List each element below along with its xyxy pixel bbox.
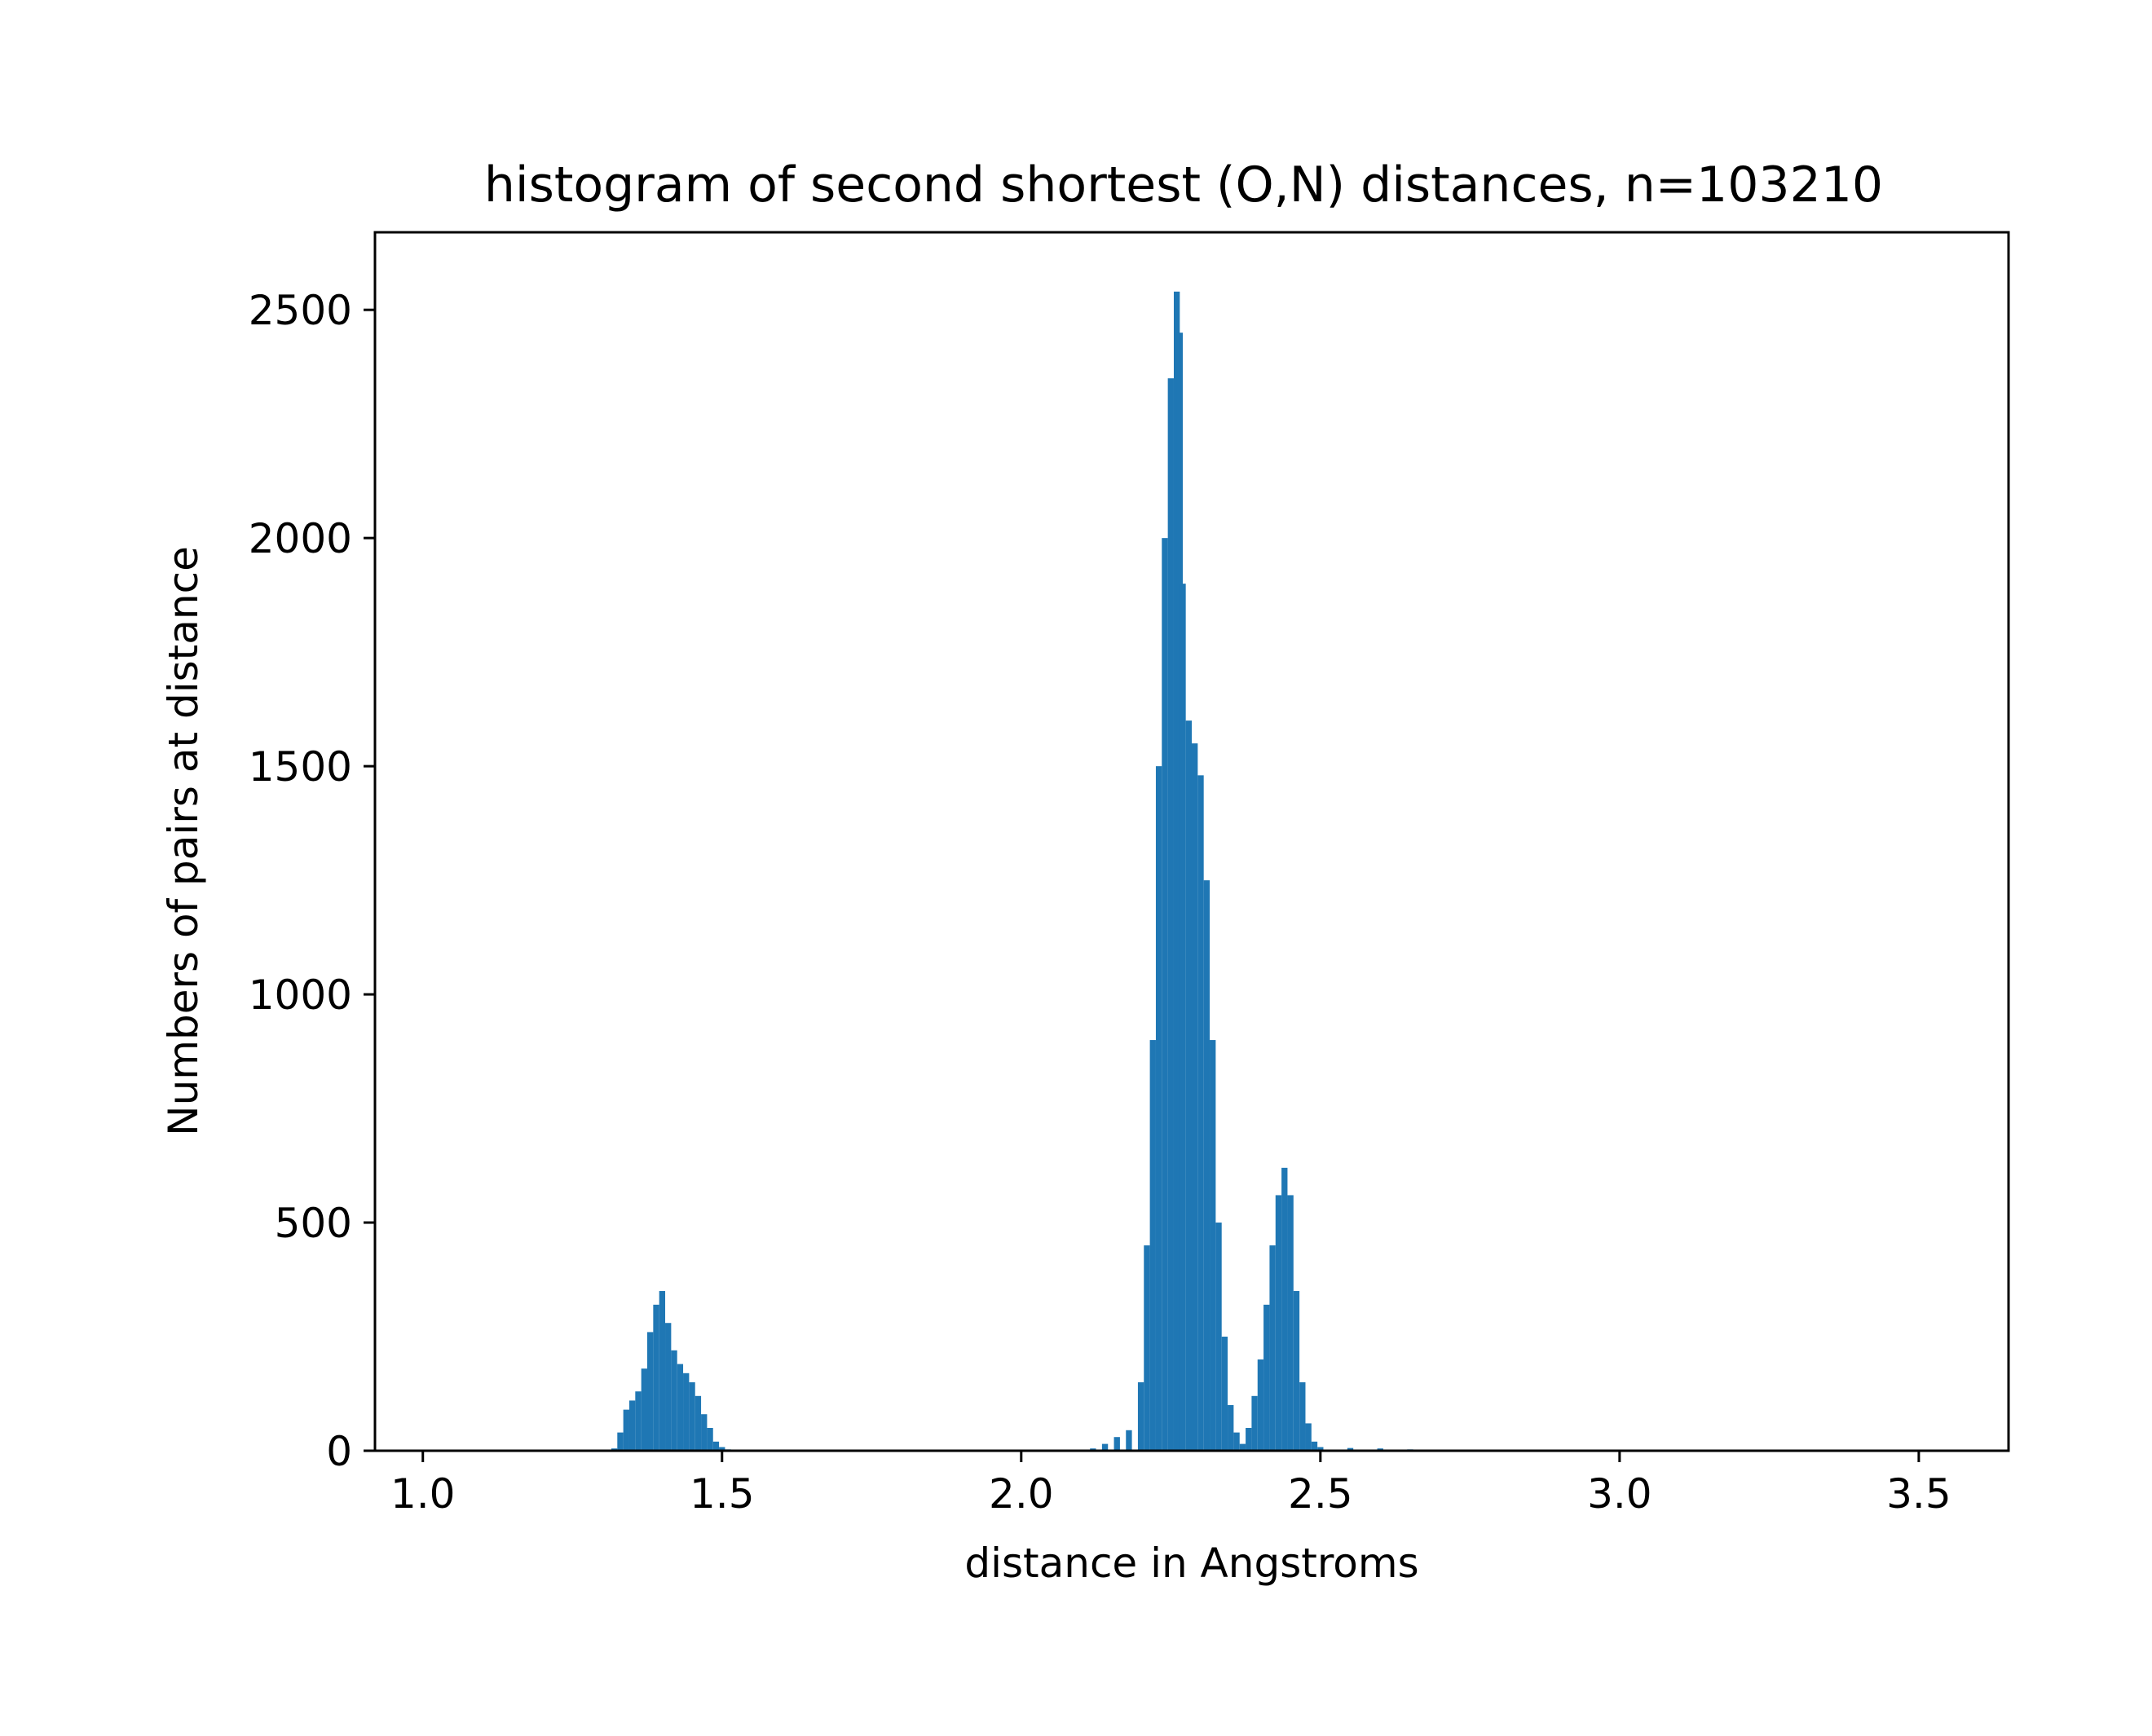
histogram-bar bbox=[695, 1395, 702, 1451]
y-axis-ticks: 0 500 1000 1500 2000 2500 bbox=[249, 287, 375, 1475]
histogram-bar bbox=[628, 1400, 636, 1451]
histogram-bar bbox=[623, 1409, 629, 1451]
histogram-bar bbox=[653, 1304, 659, 1451]
histogram-bar bbox=[683, 1372, 690, 1451]
histogram-bar bbox=[1167, 378, 1174, 1451]
histogram-bar bbox=[1287, 1195, 1294, 1451]
histogram-bar bbox=[641, 1368, 647, 1451]
histogram-bar bbox=[1113, 1437, 1120, 1451]
histogram-bar bbox=[671, 1350, 677, 1451]
chart-title: histogram of second shortest (O,N) dista… bbox=[484, 156, 1883, 214]
histogram-bar bbox=[1257, 1359, 1264, 1451]
histogram-bar bbox=[1305, 1423, 1312, 1451]
histogram-bar bbox=[719, 1447, 725, 1451]
histogram-bar bbox=[689, 1382, 695, 1451]
histogram-bar bbox=[1180, 584, 1186, 1451]
histogram-bar bbox=[1162, 538, 1168, 1451]
histogram-bar bbox=[707, 1428, 713, 1451]
y-tick-label: 2000 bbox=[249, 515, 352, 562]
histogram-bar bbox=[617, 1432, 624, 1451]
histogram-bar bbox=[1185, 720, 1192, 1451]
histogram-bar bbox=[701, 1414, 708, 1451]
histogram-bar bbox=[677, 1364, 684, 1451]
plot-frame bbox=[373, 231, 2010, 1452]
histogram-bar bbox=[647, 1332, 654, 1451]
histogram-bar bbox=[1293, 1291, 1300, 1451]
histogram-bar bbox=[1317, 1447, 1324, 1451]
histogram-bar bbox=[665, 1323, 672, 1451]
x-tick-label: 3.5 bbox=[1886, 1470, 1951, 1518]
histogram-bar bbox=[712, 1441, 720, 1451]
histogram-bar bbox=[1263, 1304, 1270, 1451]
y-tick-label: 2500 bbox=[249, 287, 352, 334]
histogram-bar bbox=[1275, 1195, 1282, 1451]
x-tick-label: 3.0 bbox=[1587, 1470, 1652, 1518]
y-axis-label: Numbers of pairs at distance bbox=[160, 546, 207, 1136]
histogram-bar bbox=[1347, 1447, 1354, 1451]
histogram-bar bbox=[635, 1391, 642, 1451]
x-tick-label: 2.5 bbox=[1288, 1470, 1353, 1518]
histogram-bars bbox=[611, 291, 1444, 1451]
histogram-bar bbox=[1311, 1441, 1318, 1451]
histogram-bar bbox=[1149, 1040, 1156, 1451]
histogram-bar bbox=[1299, 1382, 1306, 1451]
histogram-bar bbox=[1246, 1428, 1252, 1451]
histogram-bar bbox=[1101, 1443, 1109, 1451]
histogram-bar bbox=[1137, 1382, 1144, 1451]
histogram-bar bbox=[1239, 1443, 1246, 1451]
y-tick-label: 1500 bbox=[249, 743, 352, 791]
histogram-bar bbox=[1221, 1337, 1228, 1451]
histogram-bar bbox=[1281, 1167, 1288, 1451]
histogram-bar bbox=[1228, 1405, 1234, 1451]
histogram-bar bbox=[659, 1291, 666, 1451]
histogram-bar bbox=[1203, 880, 1210, 1451]
x-axis-ticks: 1.0 1.5 2.0 2.5 3.0 3.5 bbox=[390, 1451, 1951, 1518]
histogram-bar bbox=[1144, 1245, 1150, 1451]
x-tick-label: 1.5 bbox=[690, 1470, 755, 1518]
histogram-bar bbox=[1176, 333, 1183, 1451]
histogram-bar bbox=[1210, 1040, 1216, 1451]
histogram-bar bbox=[1233, 1432, 1240, 1451]
y-tick-label: 1000 bbox=[249, 972, 352, 1019]
histogram-bar bbox=[1192, 743, 1198, 1451]
histogram-bar bbox=[1197, 775, 1204, 1451]
histogram-bar bbox=[1251, 1395, 1258, 1451]
histogram-bar bbox=[1126, 1430, 1132, 1451]
x-tick-label: 1.0 bbox=[390, 1470, 456, 1518]
histogram-bar bbox=[1155, 766, 1162, 1451]
x-axis-label: distance in Angstroms bbox=[964, 1540, 1418, 1587]
histogram-bar bbox=[1269, 1245, 1276, 1451]
y-tick-label: 0 bbox=[326, 1428, 352, 1475]
histogram-bar bbox=[1215, 1223, 1222, 1451]
y-tick-label: 500 bbox=[275, 1200, 352, 1247]
x-tick-label: 2.0 bbox=[989, 1470, 1054, 1518]
